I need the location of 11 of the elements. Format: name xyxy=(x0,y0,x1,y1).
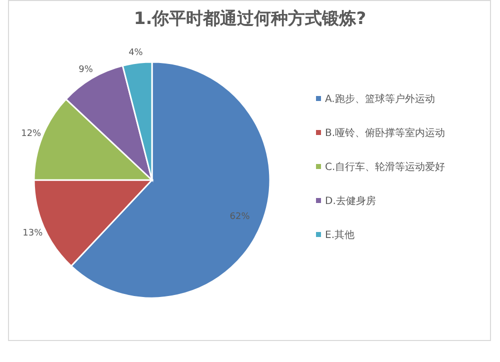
legend-label: D.去健身房 xyxy=(325,195,376,207)
legend-label: C.自行车、轮滑等运动爱好 xyxy=(325,161,446,173)
legend-label: A.跑步、篮球等户外运动 xyxy=(325,93,435,105)
legend-label: E.其他 xyxy=(325,229,354,241)
data-label: 62% xyxy=(230,212,250,222)
data-label: 13% xyxy=(22,228,44,239)
legend-label: B.哑铃、俯卧撑等室内运动 xyxy=(325,127,446,139)
chart-title: 1.你平时都通过何种方式锻炼? xyxy=(134,9,366,29)
data-label: 12% xyxy=(21,129,42,140)
data-label: 9% xyxy=(78,65,94,76)
data-label: 4% xyxy=(128,48,144,58)
